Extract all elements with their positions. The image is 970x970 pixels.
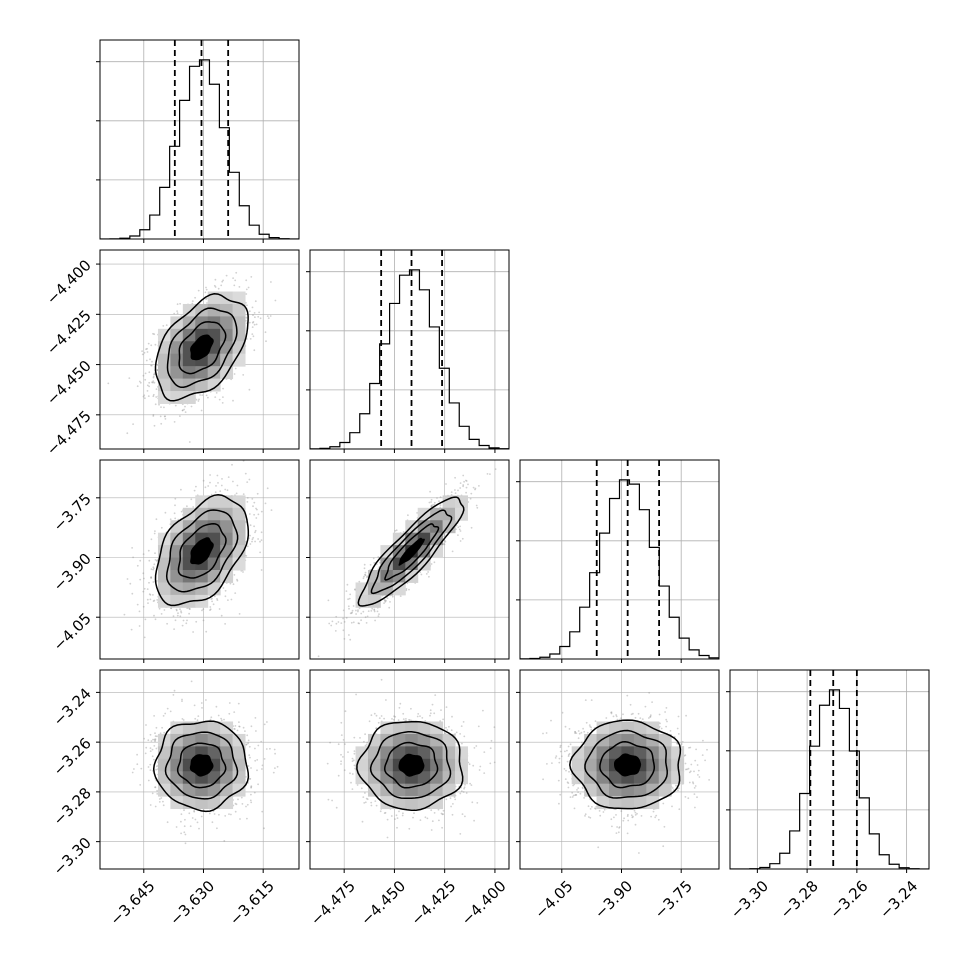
x-tick-label-3-2: −3.90 bbox=[591, 877, 636, 922]
y-tick-label-4-2: −3.28 bbox=[50, 784, 95, 829]
contour-line-3 bbox=[356, 720, 464, 812]
scatter-panel-4-3 bbox=[520, 670, 719, 869]
hist-panel-1 bbox=[100, 40, 299, 239]
panel-frame-3-1 bbox=[99, 459, 300, 660]
panel-frame-4-4 bbox=[729, 669, 930, 870]
contour-line-2 bbox=[166, 307, 238, 389]
contour-core bbox=[189, 754, 214, 777]
x-tick-label-2-1: −4.475 bbox=[307, 877, 359, 929]
hist-step bbox=[730, 689, 929, 869]
panel-frame-4-1 bbox=[99, 669, 300, 870]
scatter-panel-3-1 bbox=[100, 460, 299, 659]
y-tick-label-2-4: −4.400 bbox=[43, 256, 95, 308]
x-tick-label-1-1: −3.645 bbox=[107, 877, 159, 929]
contour-line-1 bbox=[383, 741, 439, 789]
contour-line-1 bbox=[176, 742, 227, 789]
contour-core bbox=[190, 537, 214, 565]
panel-frame-1-1 bbox=[99, 39, 300, 240]
y-tick-label-3-2: −3.90 bbox=[50, 550, 95, 595]
panel-frame-2-1 bbox=[99, 249, 300, 450]
y-tick-label-2-1: −4.475 bbox=[43, 407, 95, 459]
y-tick-label-4-3: −3.26 bbox=[50, 734, 95, 779]
x-tick-label-4-2: −3.28 bbox=[777, 877, 822, 922]
contour-line-3 bbox=[154, 493, 250, 607]
panel-frame-3-2 bbox=[309, 459, 510, 660]
y-tick-label-2-2: −4.450 bbox=[43, 357, 95, 409]
contour-line-1 bbox=[384, 523, 440, 581]
x-tick-label-1-2: −3.630 bbox=[166, 877, 218, 929]
contour-core bbox=[398, 537, 425, 566]
x-tick-label-4-1: −3.30 bbox=[727, 877, 772, 922]
panel-frame-4-3 bbox=[519, 669, 720, 870]
hist-panel-4 bbox=[730, 670, 929, 869]
y-tick-label-4-1: −3.30 bbox=[50, 834, 95, 879]
x-tick-label-2-3: −4.425 bbox=[407, 877, 459, 929]
contour-line-2 bbox=[370, 509, 453, 595]
contour-line-3 bbox=[357, 496, 465, 607]
contour-line-3 bbox=[154, 293, 249, 402]
panel-frame-2-2 bbox=[309, 249, 510, 450]
contour-core bbox=[190, 334, 214, 361]
contour-line-1 bbox=[177, 523, 227, 579]
contour-core bbox=[398, 753, 425, 777]
x-tick-label-3-3: −3.75 bbox=[651, 877, 696, 922]
x-tick-label-3-1: −4.05 bbox=[531, 877, 576, 922]
contour-line-2 bbox=[369, 731, 452, 800]
contour-line-1 bbox=[178, 321, 227, 375]
contour-line-1 bbox=[599, 740, 656, 789]
x-tick-label-4-3: −3.26 bbox=[826, 877, 871, 922]
y-tick-label-3-1: −4.05 bbox=[50, 609, 95, 654]
hist-step bbox=[100, 59, 299, 239]
hist-panel-2 bbox=[310, 250, 509, 449]
scatter-panel-4-1 bbox=[100, 670, 299, 869]
scatter-panel-2-1 bbox=[100, 250, 299, 449]
x-tick-label-1-3: −3.615 bbox=[226, 877, 278, 929]
hist-step bbox=[310, 269, 509, 449]
y-tick-label-4-4: −3.24 bbox=[50, 684, 95, 729]
y-tick-label-3-3: −3.75 bbox=[50, 490, 95, 535]
panel-frame-3-3 bbox=[519, 459, 720, 660]
hist-panel-3 bbox=[520, 460, 719, 659]
scatter-panel-4-2 bbox=[310, 670, 509, 869]
x-tick-label-2-4: −4.400 bbox=[458, 877, 510, 929]
contour-line-3 bbox=[152, 720, 250, 813]
contour-line-2 bbox=[164, 731, 239, 800]
contour-line-2 bbox=[584, 729, 668, 799]
scatter-panel-3-2 bbox=[310, 460, 509, 659]
contour-line-2 bbox=[165, 509, 239, 593]
hist-step bbox=[520, 479, 719, 659]
panel-frame-4-2 bbox=[309, 669, 510, 870]
contour-line-3 bbox=[569, 719, 682, 810]
contour-core bbox=[614, 753, 642, 777]
x-tick-label-2-2: −4.450 bbox=[357, 877, 409, 929]
y-tick-label-2-3: −4.425 bbox=[43, 306, 95, 358]
density-bins bbox=[157, 291, 246, 404]
x-tick-label-4-4: −3.24 bbox=[876, 877, 921, 922]
